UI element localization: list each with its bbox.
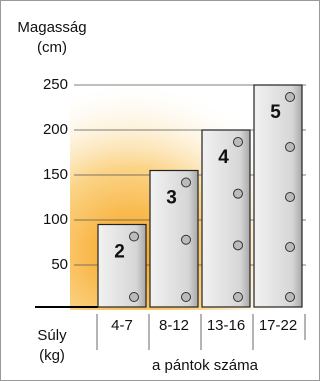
strap-count: 3 <box>166 188 177 209</box>
annotation: a pántok száma <box>152 357 259 374</box>
x-tick-label: 4-7 <box>111 317 133 334</box>
strap-dot <box>181 177 191 188</box>
x-axis-label: (kg) <box>39 347 65 364</box>
strap-dot <box>233 240 243 251</box>
bar <box>201 129 251 308</box>
y-tick-label: 200 <box>43 121 68 138</box>
strap-dot <box>285 292 295 302</box>
strap-dot <box>285 192 295 202</box>
strap-count: 2 <box>114 242 125 263</box>
x-tick-label: 17-22 <box>259 317 297 334</box>
y-tick-label: 50 <box>51 256 68 273</box>
x-tick-label: 13-16 <box>207 317 245 334</box>
strap-count: 4 <box>218 147 229 168</box>
strap-dot <box>129 231 139 242</box>
x-axis-label: Súly <box>37 327 67 344</box>
strap-count: 5 <box>270 102 281 123</box>
strap-dot <box>233 292 243 302</box>
strap-dot <box>181 292 191 302</box>
strap-dot <box>233 137 243 147</box>
x-tick-label: 8-12 <box>159 317 189 334</box>
strap-dot <box>285 242 295 252</box>
strap-dot <box>233 188 243 199</box>
y-tick-label: 250 <box>43 76 68 93</box>
y-tick-label: 150 <box>43 166 68 183</box>
strap-dot <box>181 234 191 245</box>
y-tick-label: 100 <box>43 211 68 228</box>
y-axis-label: Magasság <box>17 19 86 36</box>
strap-dot <box>285 92 295 102</box>
y-axis-label: (cm) <box>37 39 67 56</box>
strap-dot <box>285 142 295 152</box>
strap-dot <box>129 292 139 302</box>
